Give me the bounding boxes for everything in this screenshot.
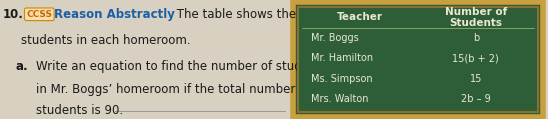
Text: Ms. Simpson: Ms. Simpson (311, 74, 373, 84)
Text: students is 90.: students is 90. (36, 104, 123, 117)
FancyBboxPatch shape (293, 2, 543, 117)
Text: Mr. Hamilton: Mr. Hamilton (311, 53, 373, 63)
Text: 2b – 9: 2b – 9 (461, 94, 490, 104)
FancyBboxPatch shape (298, 7, 538, 112)
Text: Write an equation to find the number of students: Write an equation to find the number of … (36, 60, 327, 73)
Text: in Mr. Boggs’ homeroom if the total number of: in Mr. Boggs’ homeroom if the total numb… (36, 83, 310, 96)
Text: b: b (473, 33, 479, 43)
Text: Reason Abstractly: Reason Abstractly (54, 8, 175, 21)
Text: Number of
Students: Number of Students (444, 7, 507, 28)
Text: a.: a. (15, 60, 28, 73)
Text: Mrs. Walton: Mrs. Walton (311, 94, 369, 104)
Text: Mr. Boggs: Mr. Boggs (311, 33, 359, 43)
Text: 10.: 10. (3, 8, 24, 21)
Text: 15: 15 (470, 74, 482, 84)
Text: 15(b + 2): 15(b + 2) (453, 53, 499, 63)
Text: students in each homeroom.: students in each homeroom. (21, 34, 191, 47)
Text: Teacher: Teacher (337, 12, 383, 22)
Text: The table shows the number of: The table shows the number of (173, 8, 361, 21)
Text: CCSS: CCSS (26, 10, 52, 19)
